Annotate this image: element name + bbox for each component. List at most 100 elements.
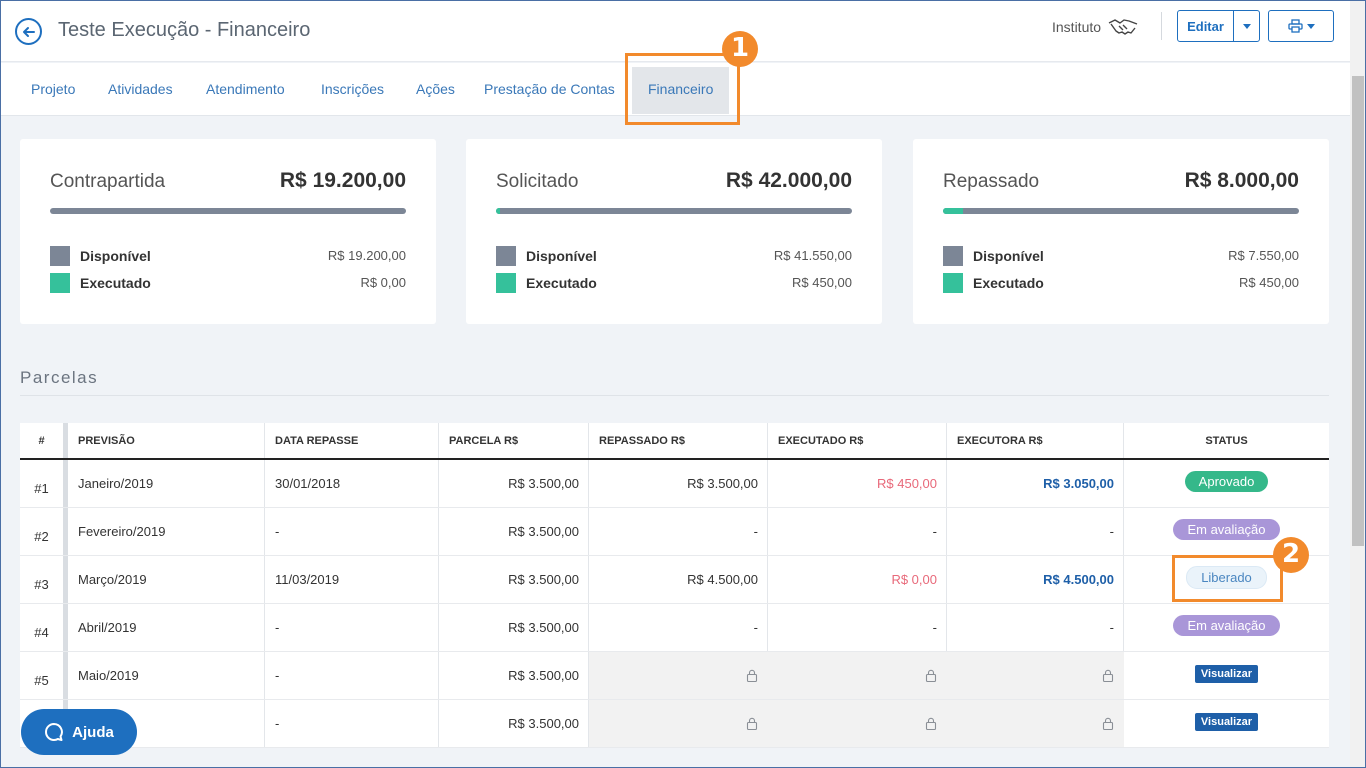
legend-disponivel: Disponível R$ 41.550,00	[496, 246, 852, 266]
org-label: Instituto	[1052, 19, 1102, 35]
cell-executado: R$ 450,00	[877, 476, 937, 491]
cell-data-repasse: -	[275, 716, 280, 731]
status-badge: Em avaliação	[1173, 615, 1280, 636]
column-divider	[946, 423, 947, 458]
cell-status: Visualizar	[1124, 652, 1329, 699]
cell-status: Aprovado	[1124, 460, 1329, 507]
cell-executado-locked	[768, 652, 947, 699]
cell-parcela: R$ 3.500,00	[508, 476, 579, 491]
annotation-badge-2: 2	[1273, 537, 1309, 573]
column-divider	[588, 508, 589, 555]
legend-value: R$ 41.550,00	[773, 248, 852, 263]
cell-previsao: Fevereiro/2019	[78, 524, 166, 539]
progress-bar	[50, 208, 406, 214]
lock-icon	[1102, 669, 1114, 682]
legend-label: Disponível	[973, 248, 1044, 264]
tab-projeto[interactable]: Projeto	[31, 81, 76, 97]
edit-dropdown-button[interactable]	[1233, 11, 1259, 41]
chevron-down-icon	[1306, 23, 1315, 29]
tab-inscricoes[interactable]: Inscrições	[321, 81, 385, 97]
cell-repassado: -	[753, 620, 758, 635]
lock-icon	[925, 669, 937, 682]
column-header: EXECUTORA R$	[957, 434, 1043, 447]
cell-previsao: Janeiro/2019	[78, 476, 154, 491]
table-row: #1 Janeiro/2019 30/01/2018 R$ 3.500,00 R$ 3.…	[20, 460, 1329, 508]
cell-executora: -	[1109, 524, 1114, 539]
cell-data-repasse: -	[275, 524, 280, 539]
progress-bar	[496, 208, 852, 214]
print-button[interactable]	[1268, 10, 1334, 42]
column-header: STATUS	[1205, 434, 1248, 447]
section-title-parcelas: Parcelas	[20, 368, 99, 387]
column-divider	[767, 460, 768, 507]
cell-executora: -	[1109, 620, 1114, 635]
card-repassado: Repassado R$ 8.000,00 Disponível R$ 7.55…	[913, 139, 1329, 324]
legend-value: R$ 7.550,00	[1228, 248, 1299, 263]
cell-previsao: Abril/2019	[78, 620, 137, 635]
column-divider	[1123, 423, 1124, 458]
legend-label: Executado	[973, 275, 1044, 291]
tab-bar: Projeto Atividades Atendimento Inscriçõe…	[0, 63, 1350, 116]
legend-executado: Executado R$ 0,00	[50, 273, 406, 293]
progress-bar-fill	[943, 208, 963, 214]
view-button[interactable]: Visualizar	[1194, 712, 1259, 731]
legend-swatch	[50, 273, 70, 293]
column-grip	[63, 460, 68, 507]
cell-parcela: R$ 3.500,00	[508, 572, 579, 587]
help-label: Ajuda	[72, 723, 114, 741]
table-body: #1 Janeiro/2019 30/01/2018 R$ 3.500,00 R$ 3.…	[20, 460, 1329, 748]
tab-atividades[interactable]: Atividades	[108, 81, 173, 97]
column-divider	[438, 460, 439, 507]
table-header-row: # PREVISÃO DATA REPASSE PARCELA R$ REPAS…	[20, 423, 1329, 460]
cell-status: Em avaliação	[1124, 508, 1329, 555]
cell-executado: R$ 0,00	[891, 572, 937, 587]
tab-atendimento[interactable]: Atendimento	[206, 81, 285, 97]
parcelas-table: # PREVISÃO DATA REPASSE PARCELA R$ REPAS…	[20, 423, 1329, 748]
column-grip	[63, 652, 68, 699]
edit-button[interactable]: Editar	[1187, 18, 1224, 34]
tab-financeiro[interactable]: Financeiro	[632, 67, 730, 114]
header-divider	[1161, 12, 1162, 40]
lock-icon	[925, 717, 937, 730]
cell-number: #5	[34, 673, 49, 688]
card-solicitado: Solicitado R$ 42.000,00 Disponível R$ 41…	[466, 139, 882, 324]
tab-prestacao-de-contas[interactable]: Prestação de Contas	[484, 81, 615, 97]
column-divider	[588, 460, 589, 507]
column-divider	[264, 423, 265, 458]
scrollbar[interactable]	[1350, 0, 1366, 768]
legend-executado: Executado R$ 450,00	[496, 273, 852, 293]
table-row: #3 Março/2019 11/03/2019 R$ 3.500,00 R$ 4.50…	[20, 556, 1329, 604]
column-divider	[438, 652, 439, 699]
annotation-badge-1: 1	[722, 31, 758, 67]
tab-acoes[interactable]: Ações	[416, 81, 455, 97]
column-divider	[588, 556, 589, 603]
edit-button-group: Editar	[1177, 10, 1260, 42]
card-title: Solicitado	[496, 171, 579, 192]
legend-disponivel: Disponível R$ 7.550,00	[943, 246, 1299, 266]
cell-data-repasse: -	[275, 668, 280, 683]
cell-previsao: Março/2019	[78, 572, 147, 587]
scrollbar-thumb[interactable]	[1352, 76, 1364, 546]
column-divider	[588, 423, 589, 458]
view-button[interactable]: Visualizar	[1194, 664, 1259, 683]
help-button[interactable]: Ajuda	[21, 709, 137, 755]
progress-bar-fill	[496, 208, 500, 214]
cell-status: Visualizar	[1124, 700, 1329, 747]
back-button[interactable]	[15, 18, 42, 45]
column-divider	[264, 460, 265, 507]
column-header: DATA REPASSE	[275, 434, 359, 447]
card-total: R$ 8.000,00	[1184, 169, 1299, 192]
column-header: EXECUTADO R$	[778, 434, 864, 447]
column-grip	[63, 556, 68, 603]
legend-value: R$ 450,00	[792, 275, 852, 290]
column-divider	[438, 423, 439, 458]
cell-data-repasse: 30/01/2018	[275, 476, 341, 491]
cell-executora-locked	[947, 652, 1124, 699]
legend-label: Disponível	[80, 248, 151, 264]
chevron-down-icon	[1242, 23, 1251, 29]
legend-swatch	[943, 246, 963, 266]
page-title: Teste Execução - Financeiro	[58, 19, 311, 41]
cell-previsao: Maio/2019	[78, 668, 139, 683]
column-grip	[63, 423, 68, 458]
printer-icon	[1287, 19, 1303, 33]
